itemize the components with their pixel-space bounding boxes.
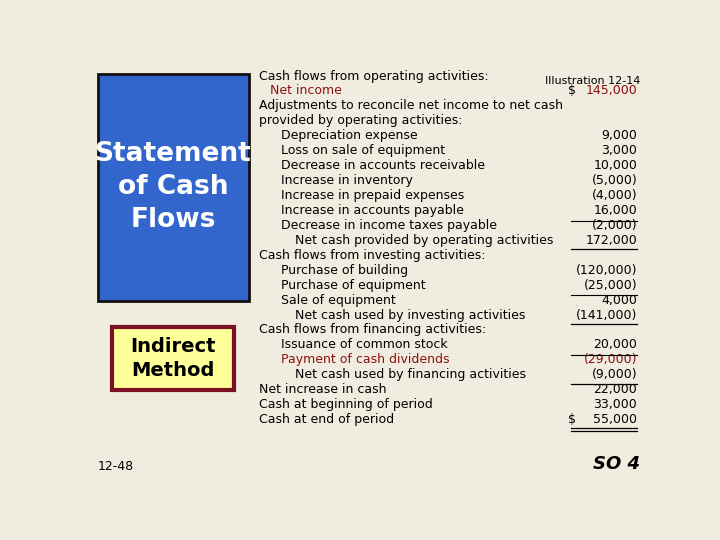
- Text: (141,000): (141,000): [576, 308, 637, 321]
- Text: (2,000): (2,000): [592, 219, 637, 232]
- Text: Cash flows from investing activities:: Cash flows from investing activities:: [259, 249, 485, 262]
- Text: Cash flows from operating activities:: Cash flows from operating activities:: [259, 70, 489, 83]
- Text: Net income: Net income: [270, 84, 342, 97]
- Text: 9,000: 9,000: [601, 129, 637, 142]
- Text: Sale of equipment: Sale of equipment: [281, 294, 395, 307]
- Text: Issuance of common stock: Issuance of common stock: [281, 339, 447, 352]
- Text: 55,000: 55,000: [593, 413, 637, 426]
- Text: Net cash used by financing activities: Net cash used by financing activities: [294, 368, 526, 381]
- Text: $: $: [568, 84, 576, 97]
- Text: (25,000): (25,000): [583, 279, 637, 292]
- Text: Decrease in income taxes payable: Decrease in income taxes payable: [281, 219, 497, 232]
- Text: 20,000: 20,000: [593, 339, 637, 352]
- Text: Cash at end of period: Cash at end of period: [259, 413, 394, 426]
- Text: 145,000: 145,000: [585, 84, 637, 97]
- Text: 3,000: 3,000: [601, 144, 637, 157]
- Text: 16,000: 16,000: [593, 204, 637, 217]
- Text: SO 4: SO 4: [593, 455, 640, 473]
- FancyBboxPatch shape: [112, 327, 234, 390]
- Text: Increase in inventory: Increase in inventory: [281, 174, 413, 187]
- Text: Depreciation expense: Depreciation expense: [281, 129, 418, 142]
- Text: Net increase in cash: Net increase in cash: [259, 383, 387, 396]
- Text: Decrease in accounts receivable: Decrease in accounts receivable: [281, 159, 485, 172]
- Text: 22,000: 22,000: [593, 383, 637, 396]
- FancyBboxPatch shape: [98, 74, 249, 301]
- Text: (9,000): (9,000): [592, 368, 637, 381]
- Text: (29,000): (29,000): [584, 353, 637, 366]
- Text: Loss on sale of equipment: Loss on sale of equipment: [281, 144, 445, 157]
- Text: Statement
of Cash
Flows: Statement of Cash Flows: [94, 141, 251, 233]
- Text: provided by operating activities:: provided by operating activities:: [259, 114, 462, 127]
- Text: Purchase of equipment: Purchase of equipment: [281, 279, 426, 292]
- Text: 33,000: 33,000: [593, 398, 637, 411]
- Text: Cash at beginning of period: Cash at beginning of period: [259, 398, 433, 411]
- Text: (120,000): (120,000): [576, 264, 637, 276]
- Text: $: $: [568, 413, 576, 426]
- Text: 4,000: 4,000: [601, 294, 637, 307]
- Text: Net cash used by investing activities: Net cash used by investing activities: [294, 308, 525, 321]
- Text: Purchase of building: Purchase of building: [281, 264, 408, 276]
- Text: (5,000): (5,000): [591, 174, 637, 187]
- Text: Cash flows from financing activities:: Cash flows from financing activities:: [259, 323, 486, 336]
- Text: Illustration 12-14: Illustration 12-14: [545, 76, 640, 85]
- Text: (4,000): (4,000): [592, 189, 637, 202]
- Text: Payment of cash dividends: Payment of cash dividends: [281, 353, 449, 366]
- Text: Increase in prepaid expenses: Increase in prepaid expenses: [281, 189, 464, 202]
- Text: Indirect
Method: Indirect Method: [130, 336, 216, 380]
- Text: Net cash provided by operating activities: Net cash provided by operating activitie…: [294, 234, 553, 247]
- Text: 12-48: 12-48: [98, 460, 134, 473]
- Text: Increase in accounts payable: Increase in accounts payable: [281, 204, 464, 217]
- Text: 10,000: 10,000: [593, 159, 637, 172]
- Text: Adjustments to reconcile net income to net cash: Adjustments to reconcile net income to n…: [259, 99, 563, 112]
- Text: 172,000: 172,000: [585, 234, 637, 247]
